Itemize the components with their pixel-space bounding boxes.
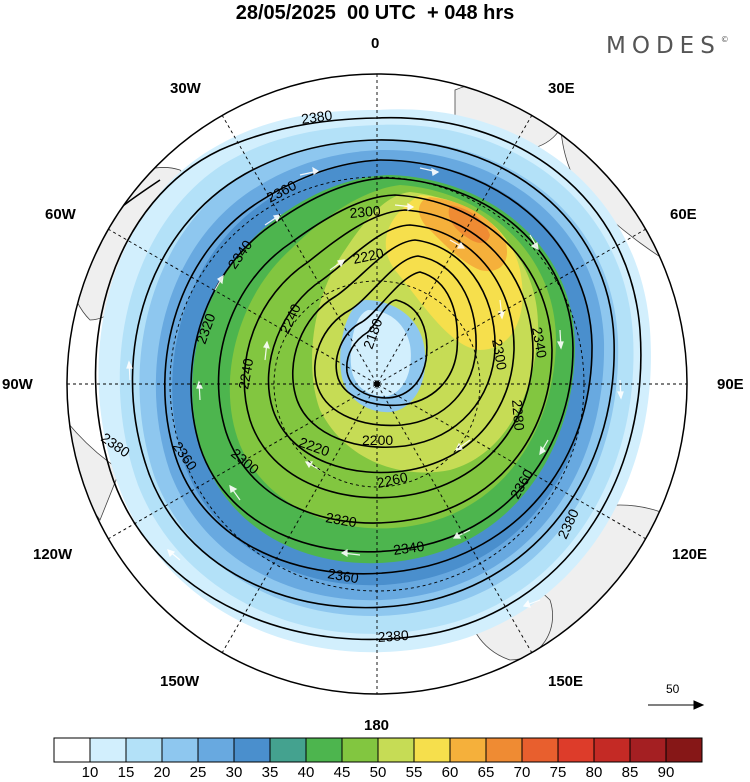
contour-2360 [131, 139, 615, 609]
colorbar-label: 50 [369, 764, 387, 781]
vector-reference-label: 50 [666, 682, 680, 696]
colorbar-swatch [449, 737, 487, 763]
colorbar-label: 40 [297, 764, 315, 781]
colorbar-swatch [233, 737, 271, 763]
colorbar-swatch [665, 737, 703, 763]
land-pacific-west [67, 379, 121, 521]
colorbar-label: 30 [225, 764, 243, 781]
lon-label-120e: 120E [672, 546, 708, 563]
colorbar-swatch [485, 737, 523, 763]
wind-vectors [126, 166, 624, 608]
lon-label-60w: 60W [45, 206, 76, 223]
colorbar-swatch [413, 737, 451, 763]
brand-logo: MODES© [606, 33, 729, 59]
colorbar-label: 60 [441, 764, 459, 781]
colorbar-label: 10 [81, 764, 99, 781]
vector-reference-arrow [648, 700, 705, 710]
contour-2240 [292, 239, 496, 448]
graticule [67, 74, 687, 694]
lon-label-150e: 150E [548, 673, 584, 690]
contour-2200 [335, 271, 459, 407]
lon-label-30w: 30W [170, 80, 201, 97]
colorbar-swatch [269, 737, 307, 763]
colorbar-swatch [521, 737, 559, 763]
colorbar-swatch [593, 737, 631, 763]
chart-title: 28/05/2025 00 UTC + 048 hrs [235, 2, 515, 24]
colorbar-swatch [557, 737, 595, 763]
colorbar-label: 35 [261, 764, 279, 781]
colorbar-swatch [197, 737, 235, 763]
lon-label-0: 0 [371, 35, 380, 52]
colorbar-swatch [305, 737, 343, 763]
contour-2260 [267, 224, 515, 474]
map-boundary [66, 73, 688, 695]
colorbar-label: 45 [333, 764, 351, 781]
contour-2280 [243, 209, 534, 499]
colorbar-swatch [341, 737, 379, 763]
colorbar-swatch [53, 737, 91, 763]
colorbar-swatch [125, 737, 163, 763]
colorbar-swatch [161, 737, 199, 763]
lon-label-150w: 150W [160, 673, 200, 690]
colorbar-swatch [629, 737, 667, 763]
colorbar-label: 85 [621, 764, 639, 781]
colorbar-label: 65 [477, 764, 495, 781]
colorbar-label: 55 [405, 764, 423, 781]
lon-label-120w: 120W [33, 546, 73, 563]
colorbar-label: 90 [657, 764, 675, 781]
colorbar-swatch [89, 737, 127, 763]
colorbar-swatch [377, 737, 415, 763]
colorbar-label: 25 [189, 764, 207, 781]
contour-2220 [314, 255, 477, 427]
contour-2300 [217, 194, 553, 524]
brand-text: MODES [606, 33, 721, 59]
colorbar-label: 75 [549, 764, 567, 781]
colorbar-label: 70 [513, 764, 531, 781]
lon-label-30e: 30E [548, 80, 575, 97]
lon-label-180: 180 [364, 717, 390, 734]
contour-2180 [345, 299, 428, 399]
contour-2340 [164, 159, 593, 575]
colorbar [53, 737, 703, 763]
lon-label-90e: 90E [717, 376, 744, 393]
colorbar-label: 80 [585, 764, 603, 781]
colorbar-label: 15 [117, 764, 135, 781]
colorbar-label: 20 [153, 764, 171, 781]
contour-2380 [94, 116, 642, 641]
lon-label-90w: 90W [2, 376, 33, 393]
lon-label-60e: 60E [670, 206, 697, 223]
brand-mark: © [720, 35, 729, 44]
north-pole-marker [374, 381, 380, 387]
